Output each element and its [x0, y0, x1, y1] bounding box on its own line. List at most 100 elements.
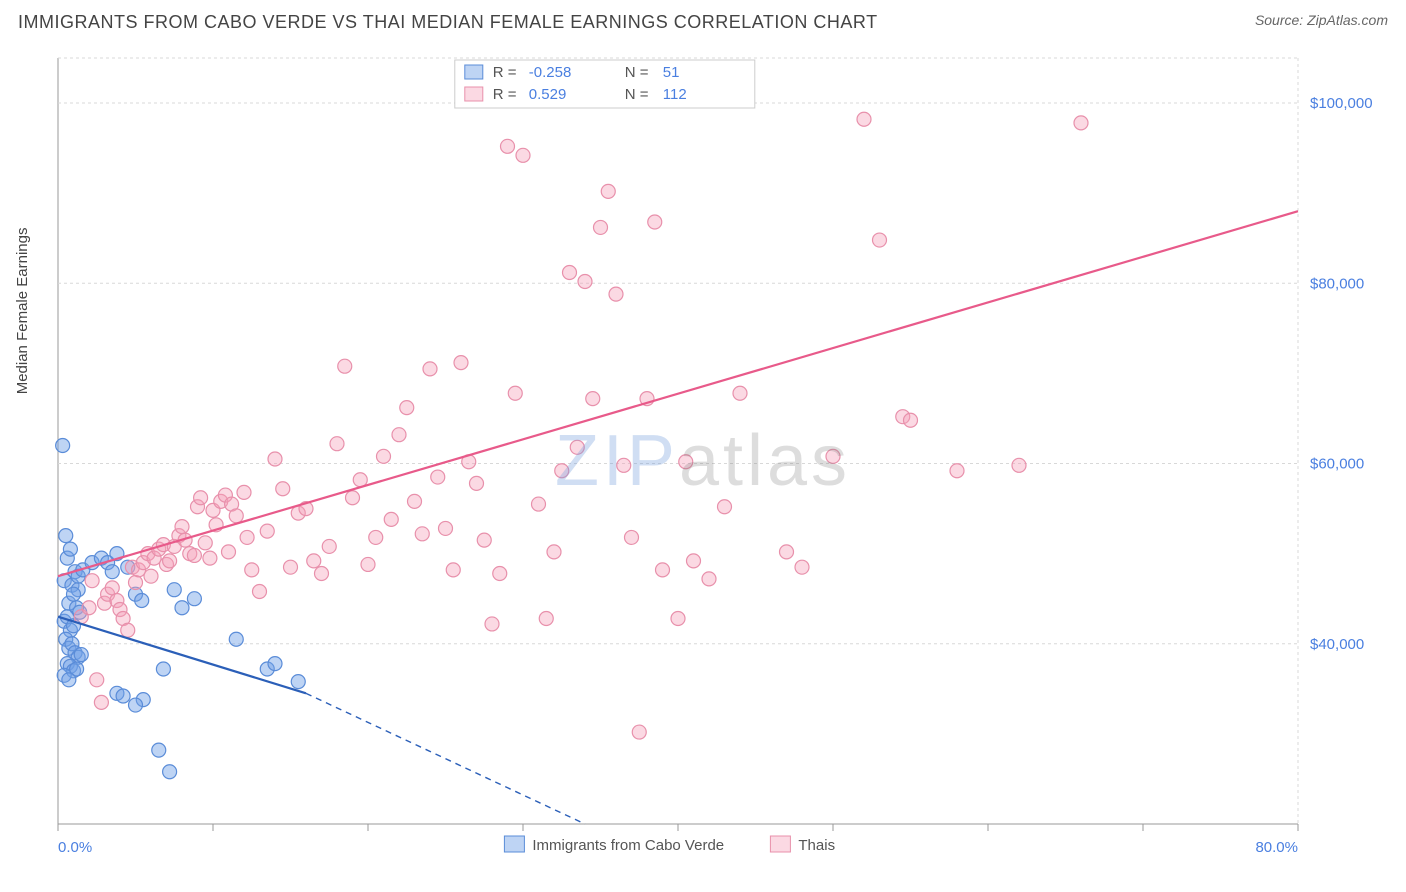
data-point: [609, 287, 623, 301]
legend-swatch: [465, 87, 483, 101]
data-point: [702, 572, 716, 586]
data-point: [547, 545, 561, 559]
data-point: [485, 617, 499, 631]
data-point: [90, 673, 104, 687]
data-point: [268, 452, 282, 466]
data-point: [470, 476, 484, 490]
source-prefix: Source:: [1255, 12, 1307, 28]
data-point: [222, 545, 236, 559]
data-point: [648, 215, 662, 229]
data-point: [1012, 458, 1026, 472]
legend-n-value: 51: [663, 64, 680, 81]
data-point: [163, 554, 177, 568]
data-point: [260, 524, 274, 538]
data-point: [268, 657, 282, 671]
data-point: [617, 458, 631, 472]
data-point: [586, 392, 600, 406]
data-point: [330, 437, 344, 451]
data-point: [423, 362, 437, 376]
data-point: [369, 530, 383, 544]
data-point: [431, 470, 445, 484]
data-point: [167, 583, 181, 597]
data-point: [129, 575, 143, 589]
legend-series-label: Thais: [798, 837, 835, 854]
data-point: [163, 765, 177, 779]
data-point: [400, 401, 414, 415]
data-point: [632, 725, 646, 739]
data-point: [67, 587, 81, 601]
data-point: [904, 413, 918, 427]
y-axis-label: Median Female Earnings: [14, 228, 31, 395]
data-point: [780, 545, 794, 559]
data-point: [105, 581, 119, 595]
legend-n-value: 112: [663, 86, 687, 103]
data-point: [284, 560, 298, 574]
data-point: [493, 566, 507, 580]
data-point: [121, 623, 135, 637]
data-point: [56, 439, 70, 453]
data-point: [384, 512, 398, 526]
data-point: [94, 695, 108, 709]
source-name: ZipAtlas.com: [1307, 12, 1388, 28]
data-point: [873, 233, 887, 247]
legend-r-label: R =: [493, 64, 517, 81]
trend-line-extrapolated: [306, 693, 585, 824]
data-point: [85, 574, 99, 588]
data-point: [152, 743, 166, 757]
data-point: [578, 274, 592, 288]
data-point: [516, 148, 530, 162]
data-point: [315, 566, 329, 580]
data-point: [671, 612, 685, 626]
data-point: [795, 560, 809, 574]
data-point: [63, 542, 77, 556]
data-point: [439, 521, 453, 535]
data-point: [570, 440, 584, 454]
data-point: [144, 569, 158, 583]
data-point: [687, 554, 701, 568]
data-point: [532, 497, 546, 511]
data-point: [679, 455, 693, 469]
data-point: [59, 529, 73, 543]
data-point: [501, 139, 515, 153]
data-point: [408, 494, 422, 508]
legend-series-label: Immigrants from Cabo Verde: [532, 837, 724, 854]
data-point: [253, 584, 267, 598]
data-point: [237, 485, 251, 499]
data-point: [62, 673, 76, 687]
data-point: [446, 563, 460, 577]
data-point: [245, 563, 259, 577]
data-point: [656, 563, 670, 577]
y-tick-label: $80,000: [1310, 275, 1364, 292]
source-attribution: Source: ZipAtlas.com: [1255, 12, 1388, 28]
data-point: [116, 689, 130, 703]
data-point: [175, 601, 189, 615]
data-point: [194, 491, 208, 505]
data-point: [307, 554, 321, 568]
data-point: [508, 386, 522, 400]
data-point: [392, 428, 406, 442]
legend-swatch: [465, 65, 483, 79]
data-point: [135, 594, 149, 608]
data-point: [733, 386, 747, 400]
legend-swatch: [504, 836, 524, 852]
data-point: [594, 220, 608, 234]
data-point: [454, 356, 468, 370]
data-point: [377, 449, 391, 463]
legend-r-label: R =: [493, 86, 517, 103]
data-point: [346, 491, 360, 505]
trend-line: [58, 211, 1298, 576]
x-end-label: 80.0%: [1255, 839, 1298, 856]
data-point: [415, 527, 429, 541]
data-point: [187, 592, 201, 606]
y-tick-label: $40,000: [1310, 636, 1364, 653]
data-point: [718, 500, 732, 514]
y-tick-label: $100,000: [1310, 95, 1373, 112]
data-point: [74, 648, 88, 662]
x-start-label: 0.0%: [58, 839, 92, 856]
data-point: [229, 632, 243, 646]
data-point: [601, 184, 615, 198]
data-point: [563, 265, 577, 279]
data-point: [477, 533, 491, 547]
data-point: [240, 530, 254, 544]
data-point: [539, 612, 553, 626]
